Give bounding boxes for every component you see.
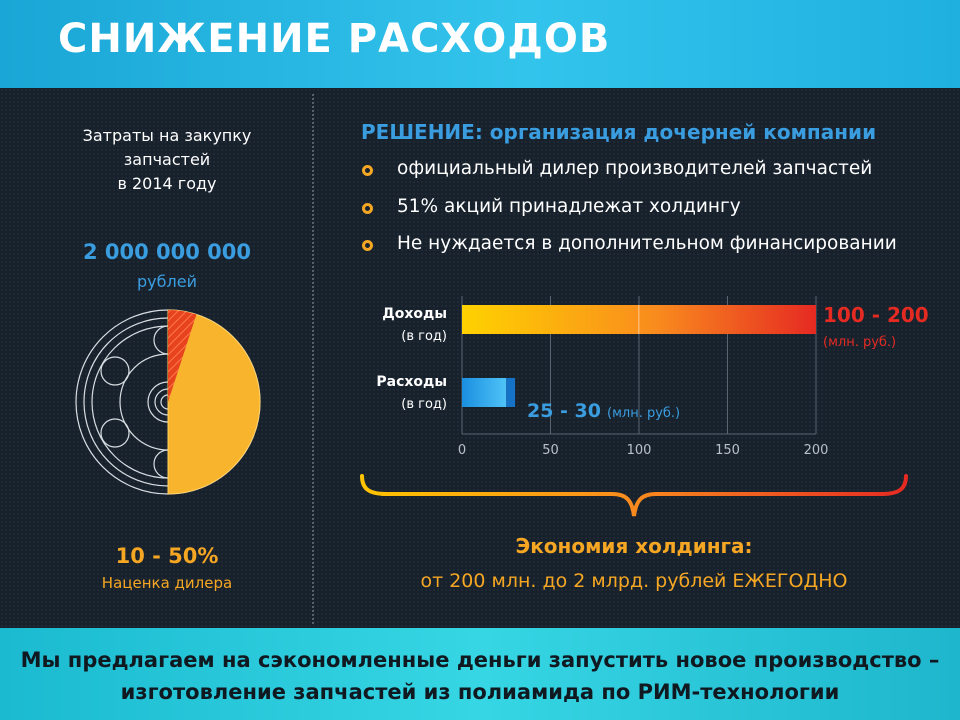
- footer-line-2: изготовление запчастей из полиамида по Р…: [120, 680, 840, 704]
- bullet-icon: [362, 203, 373, 214]
- page-title: СНИЖЕНИЕ РАСХОДОВ: [58, 16, 611, 62]
- bar-income: [462, 305, 816, 334]
- x-tick-label: 150: [715, 443, 740, 458]
- x-tick-label: 0: [458, 443, 466, 458]
- economy-text: от 200 млн. до 2 млрд. рублей ЕЖЕГОДНО: [420, 570, 848, 592]
- bullet-text: Не нуждается в дополнительном финансиров…: [397, 233, 897, 254]
- category-label-expense: Расходы: [376, 374, 447, 390]
- main-panel: [0, 88, 960, 628]
- footer-banner: Мы предлагаем на сэкономленные деньги за…: [0, 628, 960, 720]
- category-sublabel-expense: (в год): [401, 397, 447, 412]
- bar-expense: [462, 378, 507, 407]
- x-tick-label: 50: [542, 443, 559, 458]
- solution-heading: РЕШЕНИЕ: организация дочерней компании: [361, 120, 876, 144]
- solution-label: РЕШЕНИЕ:: [361, 120, 483, 144]
- pie-slice-markup: [168, 310, 197, 402]
- column-divider: [312, 94, 314, 624]
- chart-category-labels: Доходы (в год) Расходы (в год): [376, 306, 447, 412]
- chart-value-labels: 100 - 200 (млн. руб.) 25 - 30 (млн. руб.): [527, 303, 929, 422]
- chart-x-axis: 0 50 100 150 200: [458, 443, 829, 458]
- bullet-text: официальный дилер производителей запчаст…: [397, 158, 873, 179]
- category-sublabel-income: (в год): [401, 329, 447, 344]
- bar-expense-range: [506, 378, 516, 407]
- bullet-icon: [362, 240, 373, 251]
- expense-unit: (млн. руб.): [607, 406, 680, 421]
- savings-brace-icon: [360, 474, 908, 517]
- expense-value-label: 25 - 30 (млн. руб.): [527, 400, 680, 422]
- income-unit-label: (млн. руб.): [823, 335, 896, 350]
- cost-amount-unit: рублей: [137, 272, 197, 291]
- cost-amount: 2 000 000 000: [82, 240, 252, 264]
- x-tick-label: 200: [804, 443, 829, 458]
- cost-caption-line: запчастей: [123, 150, 211, 169]
- chart-bars: [462, 305, 816, 407]
- x-tick-label: 100: [627, 443, 652, 458]
- solution-title: организация дочерней компании: [489, 120, 877, 144]
- economy-title: Экономия холдинга:: [515, 534, 753, 558]
- bar-income-low-marker: [638, 305, 640, 334]
- pie-slice-cost: [167, 309, 261, 495]
- markup-value: 10 - 50%: [115, 544, 219, 568]
- header-banner: СНИЖЕНИЕ РАСХОДОВ: [0, 0, 960, 88]
- expense-value: 25 - 30: [527, 400, 601, 422]
- income-value-label: 100 - 200: [823, 303, 929, 327]
- cost-caption: Затраты на закупку запчастей в 2014 году: [62, 124, 272, 196]
- cost-caption-line: Затраты на закупку: [82, 126, 252, 145]
- income-expense-chart: 0 50 100 150 200 Доходы (в год) Расходы (в г…: [376, 296, 929, 458]
- cost-pie-chart: [75, 309, 261, 495]
- markup-label: Наценка дилера: [101, 574, 233, 592]
- cost-caption-line: в 2014 году: [117, 174, 217, 193]
- category-label-income: Доходы: [382, 306, 447, 322]
- footer-line-1: Мы предлагаем на сэкономленные деньги за…: [20, 648, 940, 672]
- bullet-text: 51% акций принадлежат холдингу: [397, 196, 741, 217]
- bullet-icon: [362, 165, 373, 176]
